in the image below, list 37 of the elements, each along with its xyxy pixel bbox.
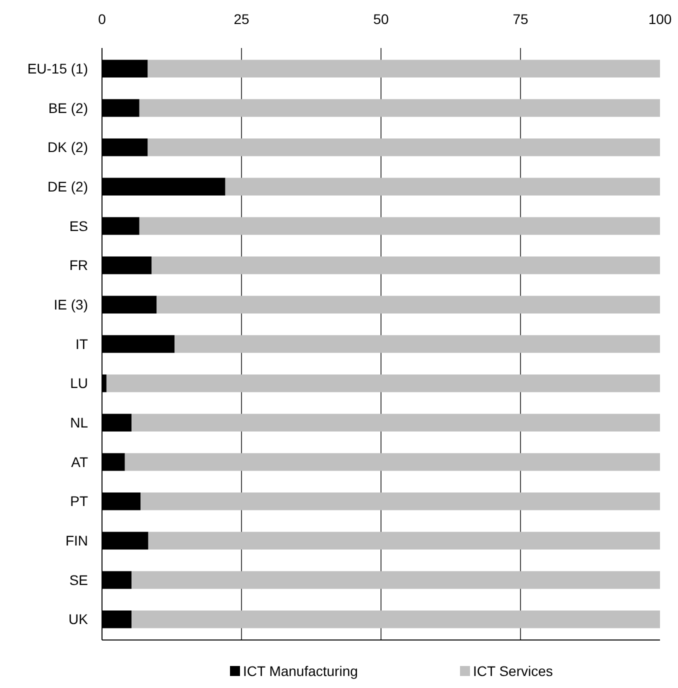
bar [148, 532, 660, 550]
y-tick-label: IE (3) [54, 296, 88, 313]
y-tick-label: IT [76, 336, 88, 352]
y-tick-label: NL [70, 414, 88, 431]
legend-label: ICT Manufacturing [243, 663, 358, 679]
x-tick-label: 75 [512, 11, 528, 27]
y-tick-label: FR [69, 257, 88, 274]
x-tick-label: 25 [234, 11, 250, 27]
bar [132, 414, 660, 432]
bar [225, 178, 660, 196]
y-tick-label: DE (2) [48, 178, 88, 195]
y-tick-label: UK [68, 611, 89, 628]
bar [140, 492, 660, 510]
y-tick-label: DK (2) [48, 139, 88, 156]
bar [148, 60, 660, 78]
x-tick-label: 0 [98, 11, 106, 27]
x-tick-label: 50 [373, 11, 389, 27]
legend-label: ICT Services [473, 663, 553, 679]
y-tick-label: PT [70, 493, 88, 510]
bar [156, 296, 660, 314]
bar [124, 453, 660, 471]
bar [152, 256, 660, 274]
y-tick-label: SE [69, 572, 88, 588]
x-tick-label: 100 [648, 11, 672, 27]
bar [132, 571, 660, 589]
y-tick-label: AT [71, 454, 88, 470]
bar [174, 335, 660, 353]
y-tick-label: LU [70, 375, 88, 392]
bar [148, 138, 660, 156]
bar [139, 99, 660, 117]
y-tick-label: FIN [65, 532, 88, 549]
y-tick-label: ES [69, 218, 88, 234]
bar [139, 217, 660, 235]
y-tick-label: EU-15 (1) [27, 60, 88, 77]
y-tick-label: BE (2) [48, 100, 88, 116]
bar [106, 374, 660, 392]
bar [132, 610, 660, 628]
